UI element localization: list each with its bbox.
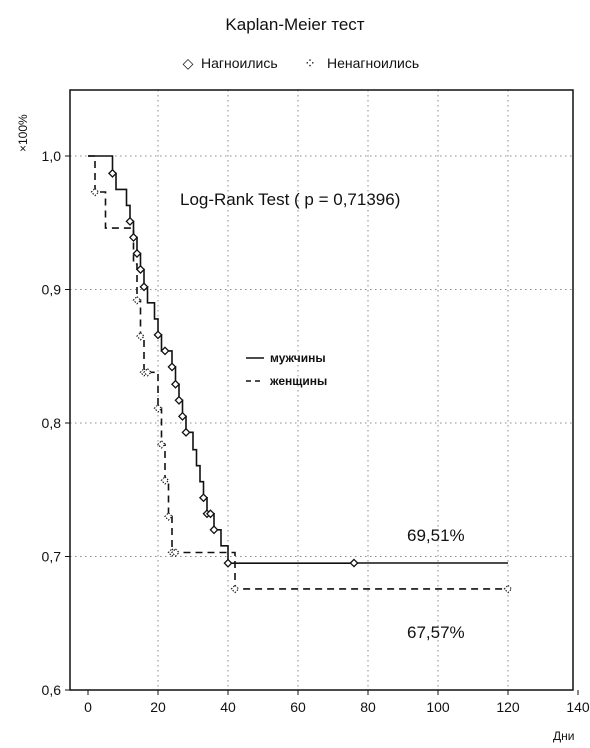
axis-ticks: 0 20 40 60 80 100 120 140 0,6 0,7 0,8 0,9 1,0 <box>42 148 590 715</box>
x-tick-label: 100 <box>426 699 450 715</box>
censor-marker-men <box>170 379 181 389</box>
x-tick-label: 80 <box>360 699 376 715</box>
censor-marker-women <box>503 584 513 594</box>
y-tick-label: 0,9 <box>42 282 62 298</box>
censor-marker-women <box>153 403 163 413</box>
censor-marker-men <box>128 232 139 242</box>
x-tick-label: 0 <box>84 699 92 715</box>
censor-marker-men <box>198 493 209 503</box>
inner-legend-label-men: мужчины <box>270 351 326 365</box>
censor-marker-women <box>157 439 166 449</box>
censor-marker-men <box>107 168 118 178</box>
y-tick-label: 0,7 <box>42 549 62 565</box>
censor-marker-men <box>167 362 177 372</box>
censor-marker-men <box>177 411 188 421</box>
legend-label-1: Нагноились <box>201 55 278 71</box>
censor-marker-men <box>135 264 146 274</box>
x-tick-label: 60 <box>290 699 306 715</box>
x-tick-label: 20 <box>150 699 166 715</box>
y-axis-label: ×100% <box>16 114 30 152</box>
y-tick-label: 0,6 <box>42 682 62 698</box>
censor-marker-men <box>349 558 359 568</box>
censor-marker-women <box>90 187 100 197</box>
censor-marker-women <box>171 548 180 557</box>
plot-frame <box>69 89 574 691</box>
censor-marker-men <box>205 509 216 519</box>
censor-marker-men <box>223 558 233 568</box>
censor-marker-women <box>143 367 152 377</box>
inner-legend: мужчины женщины <box>246 351 327 388</box>
censor-marker-men <box>139 282 149 292</box>
censor-marker-women <box>136 331 145 341</box>
censor-marker-women <box>160 476 170 485</box>
censor-marker-men <box>174 395 184 405</box>
men-final-value: 69,51% <box>407 526 465 545</box>
chart-title: Kaplan-Meier тест <box>225 15 364 34</box>
log-rank-annotation: Log-Rank Test ( p = 0,71396) <box>180 190 400 209</box>
censor-marker-men <box>209 525 219 535</box>
grid <box>70 90 573 690</box>
censor-markers <box>90 168 513 594</box>
x-tick-label: 40 <box>220 699 236 715</box>
x-tick-label: 140 <box>566 699 590 715</box>
x-axis-label: Дни <box>553 729 574 743</box>
censor-marker-men <box>132 248 142 258</box>
censor-marker-men <box>125 216 135 226</box>
censor-marker-women <box>164 512 173 521</box>
x-tick-label: 120 <box>496 699 520 715</box>
inner-legend-label-women: женщины <box>269 374 327 388</box>
censor-marker-women <box>230 584 240 594</box>
legend-symbol-1: ◇ <box>183 55 194 71</box>
y-tick-label: 0,8 <box>42 415 62 431</box>
legend-symbol-2: ⁘ <box>304 55 316 71</box>
censor-marker-men <box>153 330 163 340</box>
censor-marker-men <box>160 346 170 356</box>
legend-label-2: Ненагноились <box>327 55 419 71</box>
censor-marker-men <box>181 427 191 437</box>
top-legend: ◇ Нагноились ⁘ Ненагноились <box>183 55 420 71</box>
y-tick-label: 1,0 <box>42 148 62 164</box>
censor-marker-women <box>132 295 142 305</box>
women-final-value: 67,57% <box>407 623 465 642</box>
